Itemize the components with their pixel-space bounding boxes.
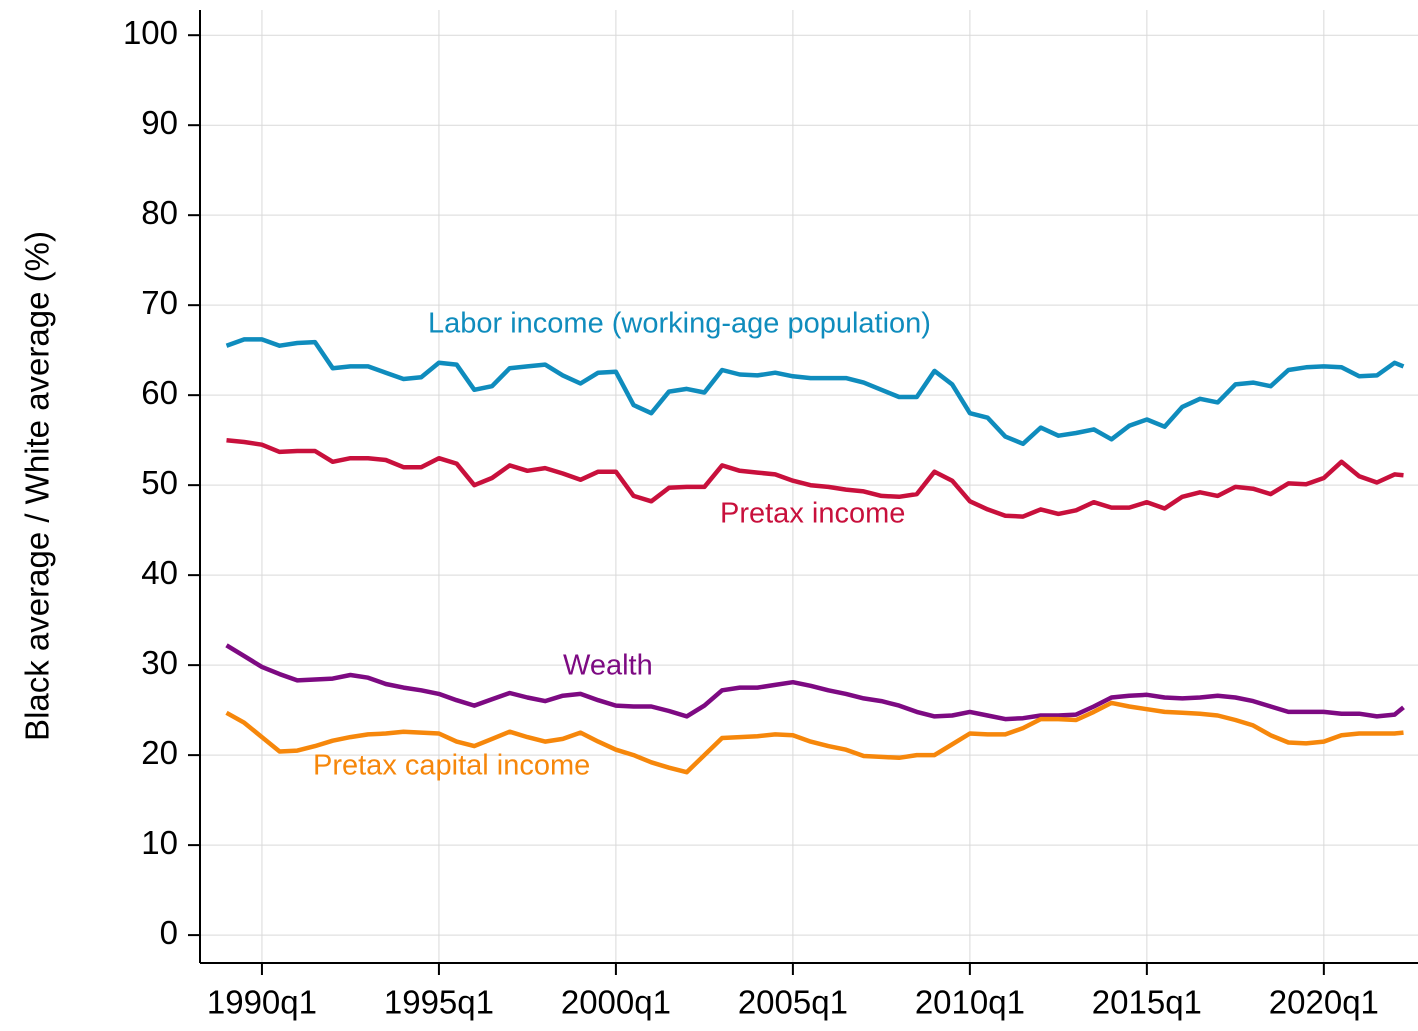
y-axis-title: Black average / White average (%) bbox=[19, 231, 56, 741]
x-tick-label: 2015q1 bbox=[1092, 984, 1202, 1021]
x-tick-label: 2000q1 bbox=[561, 984, 671, 1021]
x-tick-label: 2020q1 bbox=[1269, 984, 1379, 1021]
y-tick-label: 30 bbox=[141, 644, 178, 681]
y-tick-label: 50 bbox=[141, 464, 178, 501]
series-line bbox=[225, 337, 1405, 447]
y-tick-label: 70 bbox=[141, 284, 178, 321]
x-tick-label: 1995q1 bbox=[384, 984, 494, 1021]
y-tick-label: 0 bbox=[160, 914, 178, 951]
series-label: Labor income (working-age population) bbox=[428, 308, 931, 340]
y-tick-label: 60 bbox=[141, 374, 178, 411]
series-line bbox=[225, 700, 1404, 775]
y-tick-label: 100 bbox=[123, 14, 178, 51]
x-tick-label: 2005q1 bbox=[738, 984, 848, 1021]
series-label: Pretax capital income bbox=[313, 750, 590, 782]
series-label: Wealth bbox=[563, 650, 653, 682]
series-label: Pretax income bbox=[720, 498, 905, 530]
y-tick-label: 80 bbox=[141, 194, 178, 231]
x-tick-label: 2010q1 bbox=[915, 984, 1025, 1021]
series-line bbox=[226, 437, 1404, 519]
series-line bbox=[225, 643, 1405, 722]
y-tick-label: 90 bbox=[141, 104, 178, 141]
x-tick-label: 1990q1 bbox=[207, 984, 317, 1021]
y-tick-label: 10 bbox=[141, 824, 178, 861]
y-tick-label: 40 bbox=[141, 554, 178, 591]
y-tick-label: 20 bbox=[141, 734, 178, 771]
